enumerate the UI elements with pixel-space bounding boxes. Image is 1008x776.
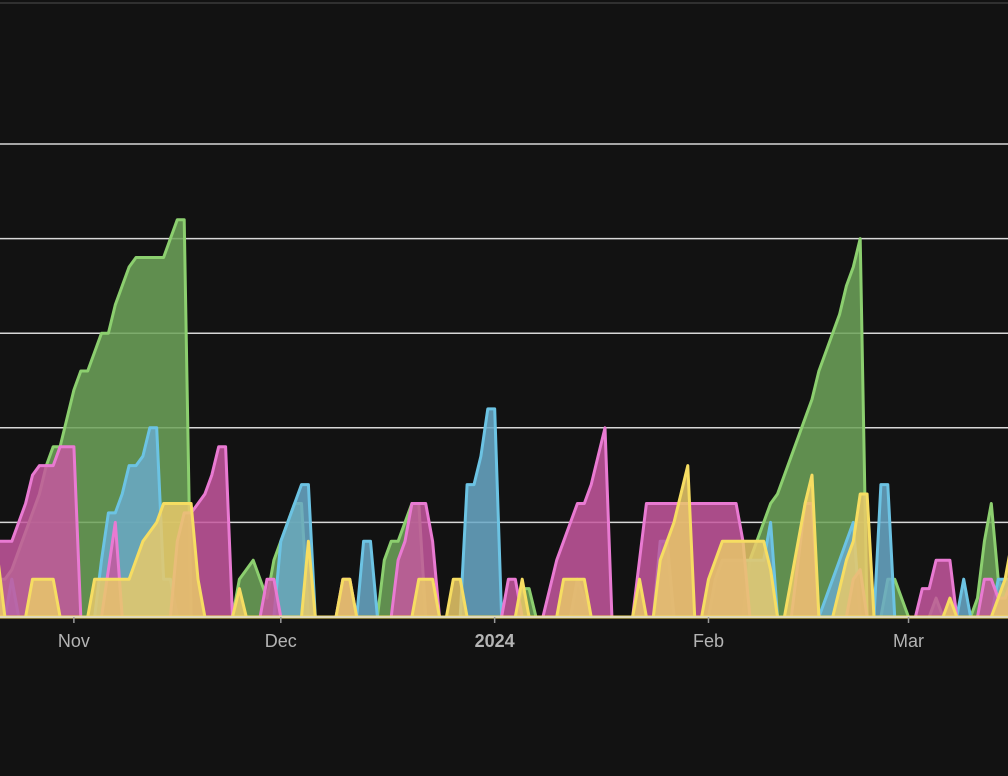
x-tick-label: Nov: [58, 631, 90, 651]
x-tick-label: Mar: [893, 631, 924, 651]
x-axis: Nov Dec 2024 Feb Mar: [0, 616, 1008, 651]
series-layer: [0, 218, 1008, 619]
x-tick-label: Dec: [265, 631, 297, 651]
x-tick-label: 2024: [475, 631, 515, 651]
x-tick-label: Feb: [693, 631, 724, 651]
